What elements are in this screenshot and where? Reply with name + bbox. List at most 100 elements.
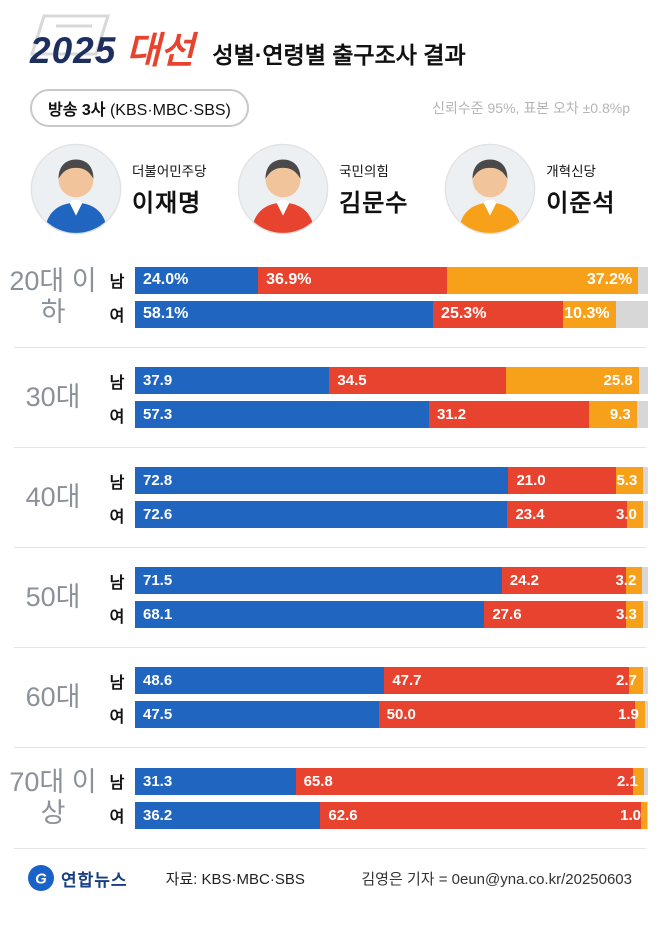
bar-segment-others [642, 667, 648, 695]
group-divider [14, 347, 646, 349]
yonhap-logo: G 연합뉴스 [28, 865, 128, 892]
age-group: 40대 남 72.821.05.3 여 72.623.43.0 [0, 448, 660, 547]
bar-segment-others [615, 300, 648, 328]
group-divider [14, 747, 646, 749]
gender-label: 여 [109, 308, 125, 326]
candidate-photo [237, 143, 329, 235]
bar-segment-이재명: 58.1% [135, 300, 434, 328]
bar-segment-이재명: 31.3 [135, 767, 296, 795]
bar-segment-김문수: 23.4 [507, 501, 628, 529]
gender-label: 여 [109, 408, 125, 426]
bar-segment-김문수: 65.8 [295, 767, 634, 795]
title-word: 대선 [126, 30, 195, 71]
bar-segment-others [638, 266, 648, 294]
candidate-name: 이재명 [132, 190, 202, 217]
bar-row: 여 58.1% 25.3% 10.3% [106, 300, 648, 328]
bar-segment-이재명: 72.6 [135, 501, 508, 529]
bar-segment-이준석: 1.0 [620, 801, 647, 829]
gender-label: 남 [109, 274, 125, 292]
yonhap-logo-icon: G [28, 865, 54, 892]
stacked-bar: 36.262.61.0 [135, 801, 648, 829]
gender-label: 여 [109, 608, 125, 626]
footer-divider [14, 848, 646, 850]
header-subrow: 방송 3사 (KBS·MBC·SBS) 신뢰수준 95%, 표본 오차 ±0.8… [30, 89, 630, 127]
bar-segment-others [642, 567, 648, 595]
age-group: 70대 이상 남 31.365.82.1 여 36.262.61.0 [0, 748, 660, 848]
title-year: 2025 [30, 30, 117, 71]
bar-segment-이재명: 24.0% [135, 266, 259, 294]
bar-row: 남 37.9 34.5 25.8 [106, 367, 648, 395]
gender-label: 남 [109, 374, 125, 392]
stacked-bar: 57.3 31.2 9.3 [135, 401, 648, 429]
bar-segment-이준석: 3.0 [616, 501, 643, 529]
bar-row: 남 71.5 24.2 3.2 [106, 567, 648, 595]
bar-segment-이재명: 71.5 [135, 567, 502, 595]
stacked-bar: 24.0% 36.9% 37.2% [135, 266, 648, 294]
header: 2025 대선 성별·연령별 출구조사 결과 방송 3사 (KBS·MBC·SB… [0, 0, 660, 127]
exit-poll-chart: 20대 이하 남 24.0% 36.9% 37.2% 여 58.1% 25.3% 10.3% 30… [0, 247, 660, 848]
stacked-bar: 72.623.43.0 [135, 501, 648, 529]
stacked-bar: 31.365.82.1 [135, 767, 648, 795]
candidate-3: 개혁신당 이준석 [444, 143, 651, 235]
gender-label: 여 [109, 708, 125, 726]
group-divider [14, 547, 646, 549]
age-group: 30대 남 37.9 34.5 25.8 여 57.3 31.2 9.3 [0, 348, 660, 447]
bar-segment-김문수: 21.0 [508, 467, 617, 495]
age-group-label: 40대 [25, 482, 81, 513]
candidate-name: 이준석 [546, 190, 616, 217]
bar-segment-이준석: 1.9 [618, 701, 645, 729]
bar-segment-김문수: 25.3% [433, 300, 563, 328]
group-divider [14, 447, 646, 449]
stacked-bar: 58.1% 25.3% 10.3% [135, 300, 648, 328]
confidence-note: 신뢰수준 95%, 표본 오차 ±0.8%p [432, 100, 630, 116]
bar-segment-이준석: 3.2 [615, 567, 643, 595]
group-divider [14, 647, 646, 649]
bar-segment-이준석: 37.2% [447, 266, 639, 294]
bar-segment-이준석: 2.7 [616, 667, 643, 695]
gender-label: 남 [109, 775, 125, 793]
badge-paren: (KBS·MBC·SBS) [109, 102, 231, 119]
bar-row: 여 72.623.43.0 [106, 501, 648, 529]
bar-segment-이재명: 68.1 [135, 601, 485, 629]
bar-segment-others [642, 501, 648, 529]
gender-label: 남 [109, 674, 125, 692]
age-group-label: 70대 이상 [9, 767, 97, 829]
bar-segment-others [643, 767, 648, 795]
bar-segment-김문수: 36.9% [258, 266, 448, 294]
bar-segment-이준석: 25.8 [506, 367, 639, 395]
bar-segment-김문수: 62.6 [320, 801, 641, 829]
title-subtitle: 성별·연령별 출구조사 결과 [212, 42, 466, 68]
bar-segment-김문수: 47.7 [384, 667, 629, 695]
candidates-legend: 더불어민주당 이재명 국민의힘 김문수 개혁신당 이준석 [0, 127, 660, 241]
stacked-bar: 37.9 34.5 25.8 [135, 367, 648, 395]
bar-segment-others [644, 701, 648, 729]
bar-segment-이재명: 36.2 [135, 801, 321, 829]
bar-row: 남 24.0% 36.9% 37.2% [106, 266, 648, 294]
age-group: 50대 남 71.5 24.2 3.2 여 68.1 27.6 3.3 [0, 548, 660, 647]
footer: G 연합뉴스 자료: KBS·MBC·SBS 김영은 기자 = 0eun@yna… [0, 849, 660, 892]
bar-segment-이재명: 47.5 [135, 701, 379, 729]
bar-segment-others [646, 801, 648, 829]
bar-segment-김문수: 34.5 [329, 367, 507, 395]
bar-row: 여 47.550.01.9 [106, 701, 648, 729]
bar-row: 남 72.8 21.0 5.3 [106, 467, 648, 495]
age-group-label: 50대 [25, 582, 81, 613]
ballot-box-icon [29, 14, 111, 56]
bar-segment-김문수: 24.2 [501, 567, 626, 595]
svg-text:G: G [35, 871, 47, 888]
candidate-photo [30, 143, 122, 235]
bar-segment-이준석: 3.3 [616, 601, 643, 629]
stacked-bar: 72.8 21.0 5.3 [135, 467, 648, 495]
bar-row: 여 57.3 31.2 9.3 [106, 401, 648, 429]
bar-segment-이준석: 10.3% [562, 300, 616, 328]
bar-segment-others [642, 601, 648, 629]
data-source: 자료: KBS·MBC·SBS [165, 870, 305, 888]
bar-segment-이준석: 9.3 [588, 401, 637, 429]
gender-label: 남 [109, 574, 125, 592]
reporter-credit: 김영은 기자 = 0eun@yna.co.kr/20250603 [361, 870, 632, 888]
age-group-label: 20대 이하 [9, 266, 97, 328]
age-group-label: 30대 [25, 382, 81, 413]
bar-row: 남 48.647.72.7 [106, 667, 648, 695]
gender-label: 여 [109, 508, 125, 526]
